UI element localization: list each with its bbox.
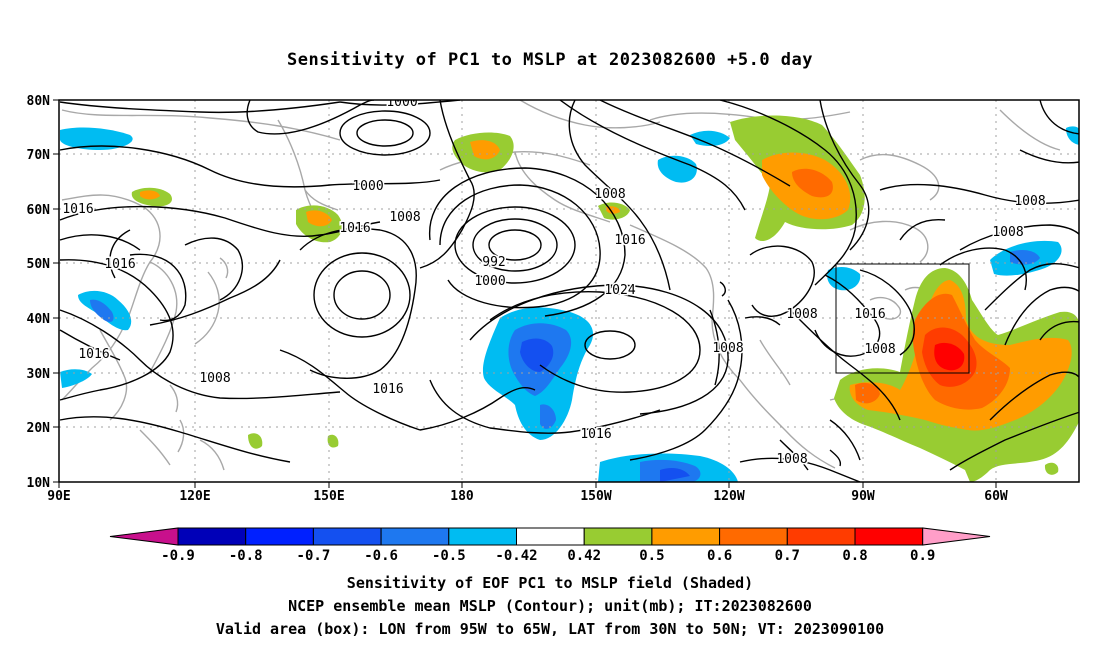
colorbar-bin <box>448 527 517 546</box>
lat-tick-label: 50N <box>27 257 51 272</box>
shading-negative <box>60 126 1079 482</box>
lat-tick-label: 60N <box>27 203 51 218</box>
colorbar-bin <box>583 527 653 546</box>
grid <box>59 100 1079 482</box>
contour-label: 1008 <box>389 210 420 225</box>
colorbar-label: -0.8 <box>229 548 263 564</box>
contour-label: 1008 <box>864 342 895 357</box>
colorbar-label: 0.7 <box>775 548 800 564</box>
lon-axis-labels: 90E 120E 150E 180 150W 120W 90W 60W <box>47 489 1008 504</box>
contour-label: 1000 <box>474 274 505 289</box>
colorbar-bin <box>245 527 314 546</box>
contour-label: 1008 <box>776 452 807 467</box>
colorbar-label: -0.7 <box>297 548 331 564</box>
plot-area: 1000 1000 1008 1008 1016 1016 1016 992 1000 1008 1… <box>59 95 1079 482</box>
colorbar-bin <box>177 527 247 546</box>
lat-tick-label: 10N <box>27 476 51 491</box>
lat-tick-label: 20N <box>27 421 51 436</box>
lat-tick-label: 40N <box>27 312 51 327</box>
contour-label: 1016 <box>62 202 93 217</box>
lon-tick-label: 60W <box>984 489 1008 504</box>
colorbar-low-extension <box>109 527 179 546</box>
plot-frame <box>58 99 1080 483</box>
lat-tick-label: 70N <box>27 148 51 163</box>
colorbar-label: 0.8 <box>842 548 867 564</box>
axis-ticks <box>53 99 997 488</box>
caption-valid-area: Valid area (box): LON from 95W to 65W, L… <box>215 620 885 638</box>
colorbar-bin <box>651 527 721 546</box>
map-title: Sensitivity of PC1 to MSLP at 2023082600… <box>286 50 813 70</box>
lon-tick-label: 150E <box>313 489 344 504</box>
lon-tick-label: 120E <box>179 489 210 504</box>
contour-label: 1016 <box>580 427 611 442</box>
colorbar-bin <box>854 527 924 546</box>
lat-tick-label: 80N <box>27 94 51 109</box>
contour-label: 1016 <box>104 257 135 272</box>
contour-label: 1008 <box>199 371 230 386</box>
lat-axis-labels: 80N 70N 60N 50N 40N 30N 20N 10N <box>27 94 51 491</box>
caption-shading: Sensitivity of EOF PC1 to MSLP field (Sh… <box>346 574 754 592</box>
contour-label: 1016 <box>339 221 370 236</box>
contour-label: 1016 <box>614 233 645 248</box>
lat-tick-label: 30N <box>27 367 51 382</box>
colorbar-label: -0.5 <box>432 548 466 564</box>
colorbar-label: -0.42 <box>495 548 537 564</box>
valid-area-box <box>835 263 970 374</box>
contour-label: 1016 <box>854 307 885 322</box>
caption-contour: NCEP ensemble mean MSLP (Contour); unit(… <box>288 597 812 615</box>
colorbar-label: 0.42 <box>567 548 601 564</box>
colorbar-label: 0.9 <box>910 548 935 564</box>
contour-label: 1008 <box>992 225 1023 240</box>
colorbar-bin <box>516 527 585 546</box>
colorbar-label: 0.5 <box>639 548 664 564</box>
colorbar-label: 0.6 <box>707 548 732 564</box>
colorbar-bin <box>380 527 450 546</box>
contour-label: 1008 <box>712 341 743 356</box>
contour-label: 1008 <box>594 187 625 202</box>
colorbar-bin <box>312 527 382 546</box>
contour-label: 1000 <box>386 95 417 110</box>
lon-tick-label: 120W <box>713 489 744 504</box>
colorbar-bin <box>719 527 788 546</box>
contour-label: 1008 <box>786 307 817 322</box>
contour-label: 1024 <box>604 283 635 298</box>
lon-tick-label: 90W <box>851 489 875 504</box>
lon-tick-label: 150W <box>580 489 611 504</box>
contour-labels: 1000 1000 1008 1008 1016 1016 1016 992 1000 1008 1… <box>61 95 1047 469</box>
colorbar: -0.9 -0.8 -0.7 -0.6 -0.5 -0.42 0.42 0.5 0.6 0.7 0.… <box>109 527 991 564</box>
contour-label: 1000 <box>352 179 383 194</box>
colorbar-high-extension <box>922 527 991 546</box>
contour-label: 992 <box>482 255 505 270</box>
mslp-contours <box>59 100 1079 482</box>
colorbar-label: -0.9 <box>161 548 195 564</box>
contour-label: 1016 <box>78 347 109 362</box>
lon-tick-label: 180 <box>450 489 474 504</box>
contour-label: 1008 <box>1014 194 1045 209</box>
colorbar-bin <box>786 527 856 546</box>
contour-label: 1016 <box>372 382 403 397</box>
lon-tick-label: 90E <box>47 489 70 504</box>
colorbar-label: -0.6 <box>364 548 398 564</box>
